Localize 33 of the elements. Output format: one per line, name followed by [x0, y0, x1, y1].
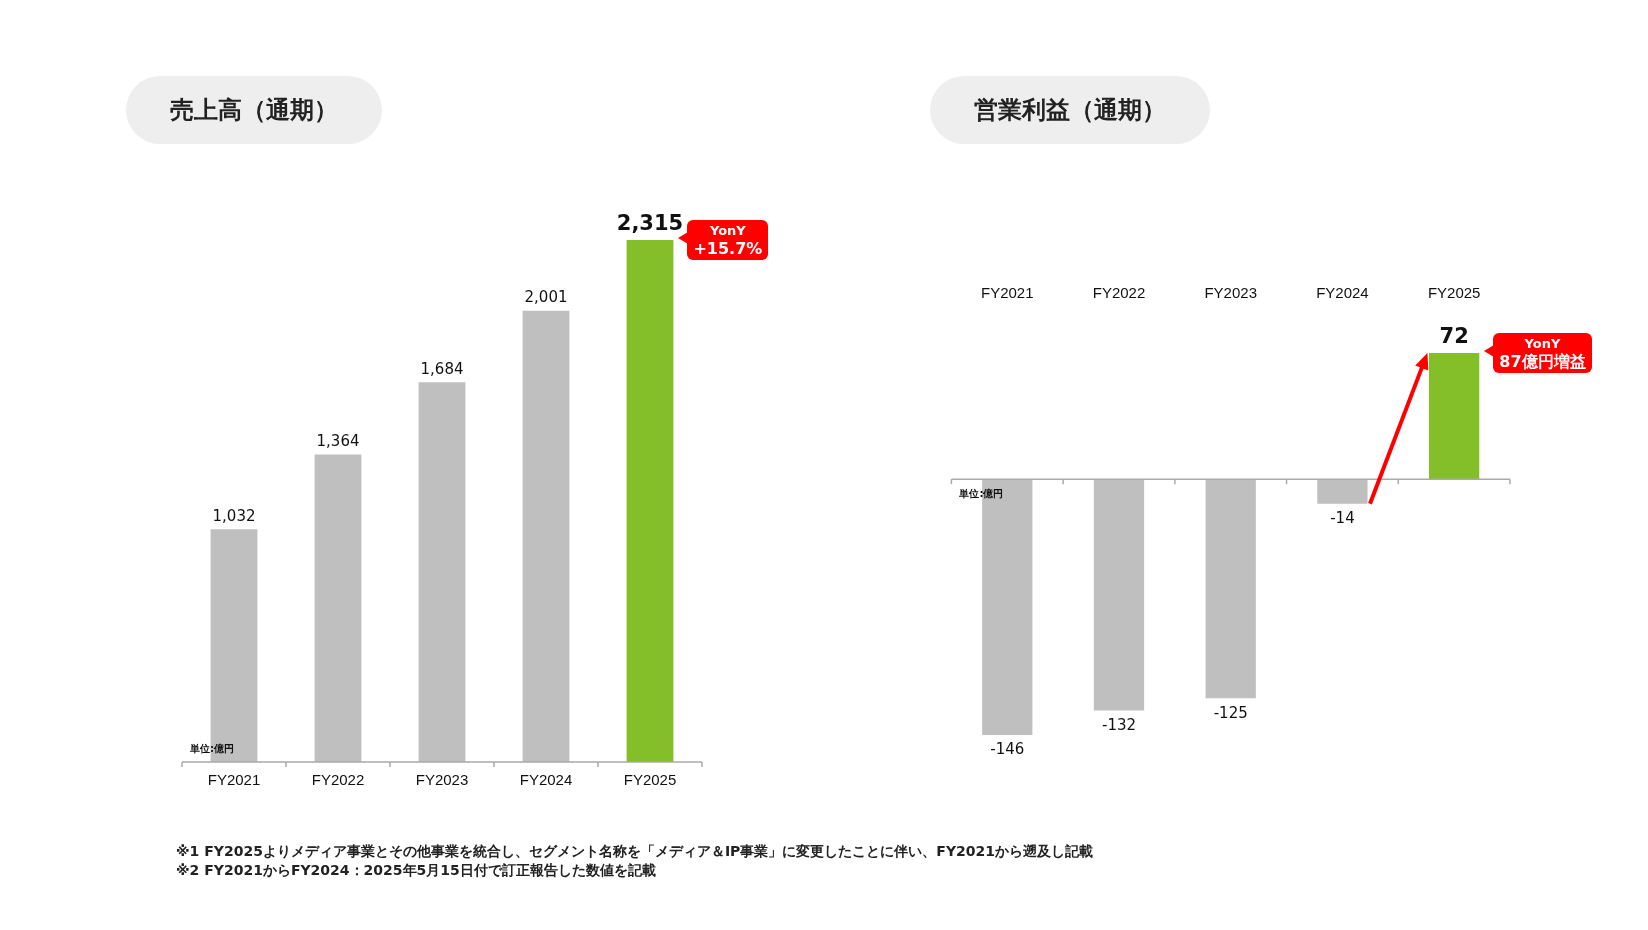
bar: [522, 310, 570, 762]
data-label: 72: [1439, 323, 1469, 348]
data-label: 1,364: [316, 431, 360, 450]
data-label: 2,315: [616, 210, 684, 235]
annotation: 単位:億円: [189, 742, 234, 754]
data-label: -132: [1101, 715, 1137, 734]
x-tick-label: FY2023: [1204, 284, 1257, 302]
data-label: -14: [1330, 509, 1355, 528]
x-tick-label: FY2021: [207, 771, 261, 789]
bar: [626, 240, 674, 762]
annotation: YonY 87億円増益: [1499, 335, 1586, 371]
chart-title: 売上高（通期）: [126, 76, 382, 144]
x-tick-label: FY2025: [1427, 284, 1481, 302]
chart-title: 営業利益（通期）: [930, 76, 1210, 144]
data-label: 1,684: [420, 359, 464, 378]
x-tick-label: FY2025: [623, 771, 677, 789]
annotation: 単位:億円: [958, 487, 1004, 499]
annotation: YonY +15.7%: [693, 222, 763, 258]
bar: [418, 382, 466, 762]
data-label: -146: [990, 740, 1025, 759]
bar: [314, 454, 362, 762]
x-tick-label: FY2024: [519, 771, 573, 789]
data-label: -125: [1213, 703, 1248, 722]
data-label: 2,001: [524, 288, 568, 307]
x-tick-label: FY2024: [1316, 284, 1369, 302]
x-tick-label: FY2021: [980, 284, 1034, 302]
x-tick-label: FY2023: [415, 771, 469, 789]
x-tick-label: FY2022: [1092, 284, 1146, 302]
text: ※1 FY2025よりメディア事業とその他事業を統合し、セグメント名称を「メディア＆IP事業」に変更したことに伴い、FY2021から遡及し記載: [176, 842, 1094, 861]
x-tick-label: FY2022: [311, 771, 365, 789]
text: ※2 FY2021からFY2024：2025年5月15日付で訂正報告した数値を記載: [176, 861, 657, 880]
data-label: 1,032: [212, 506, 256, 525]
bar: [210, 529, 258, 762]
